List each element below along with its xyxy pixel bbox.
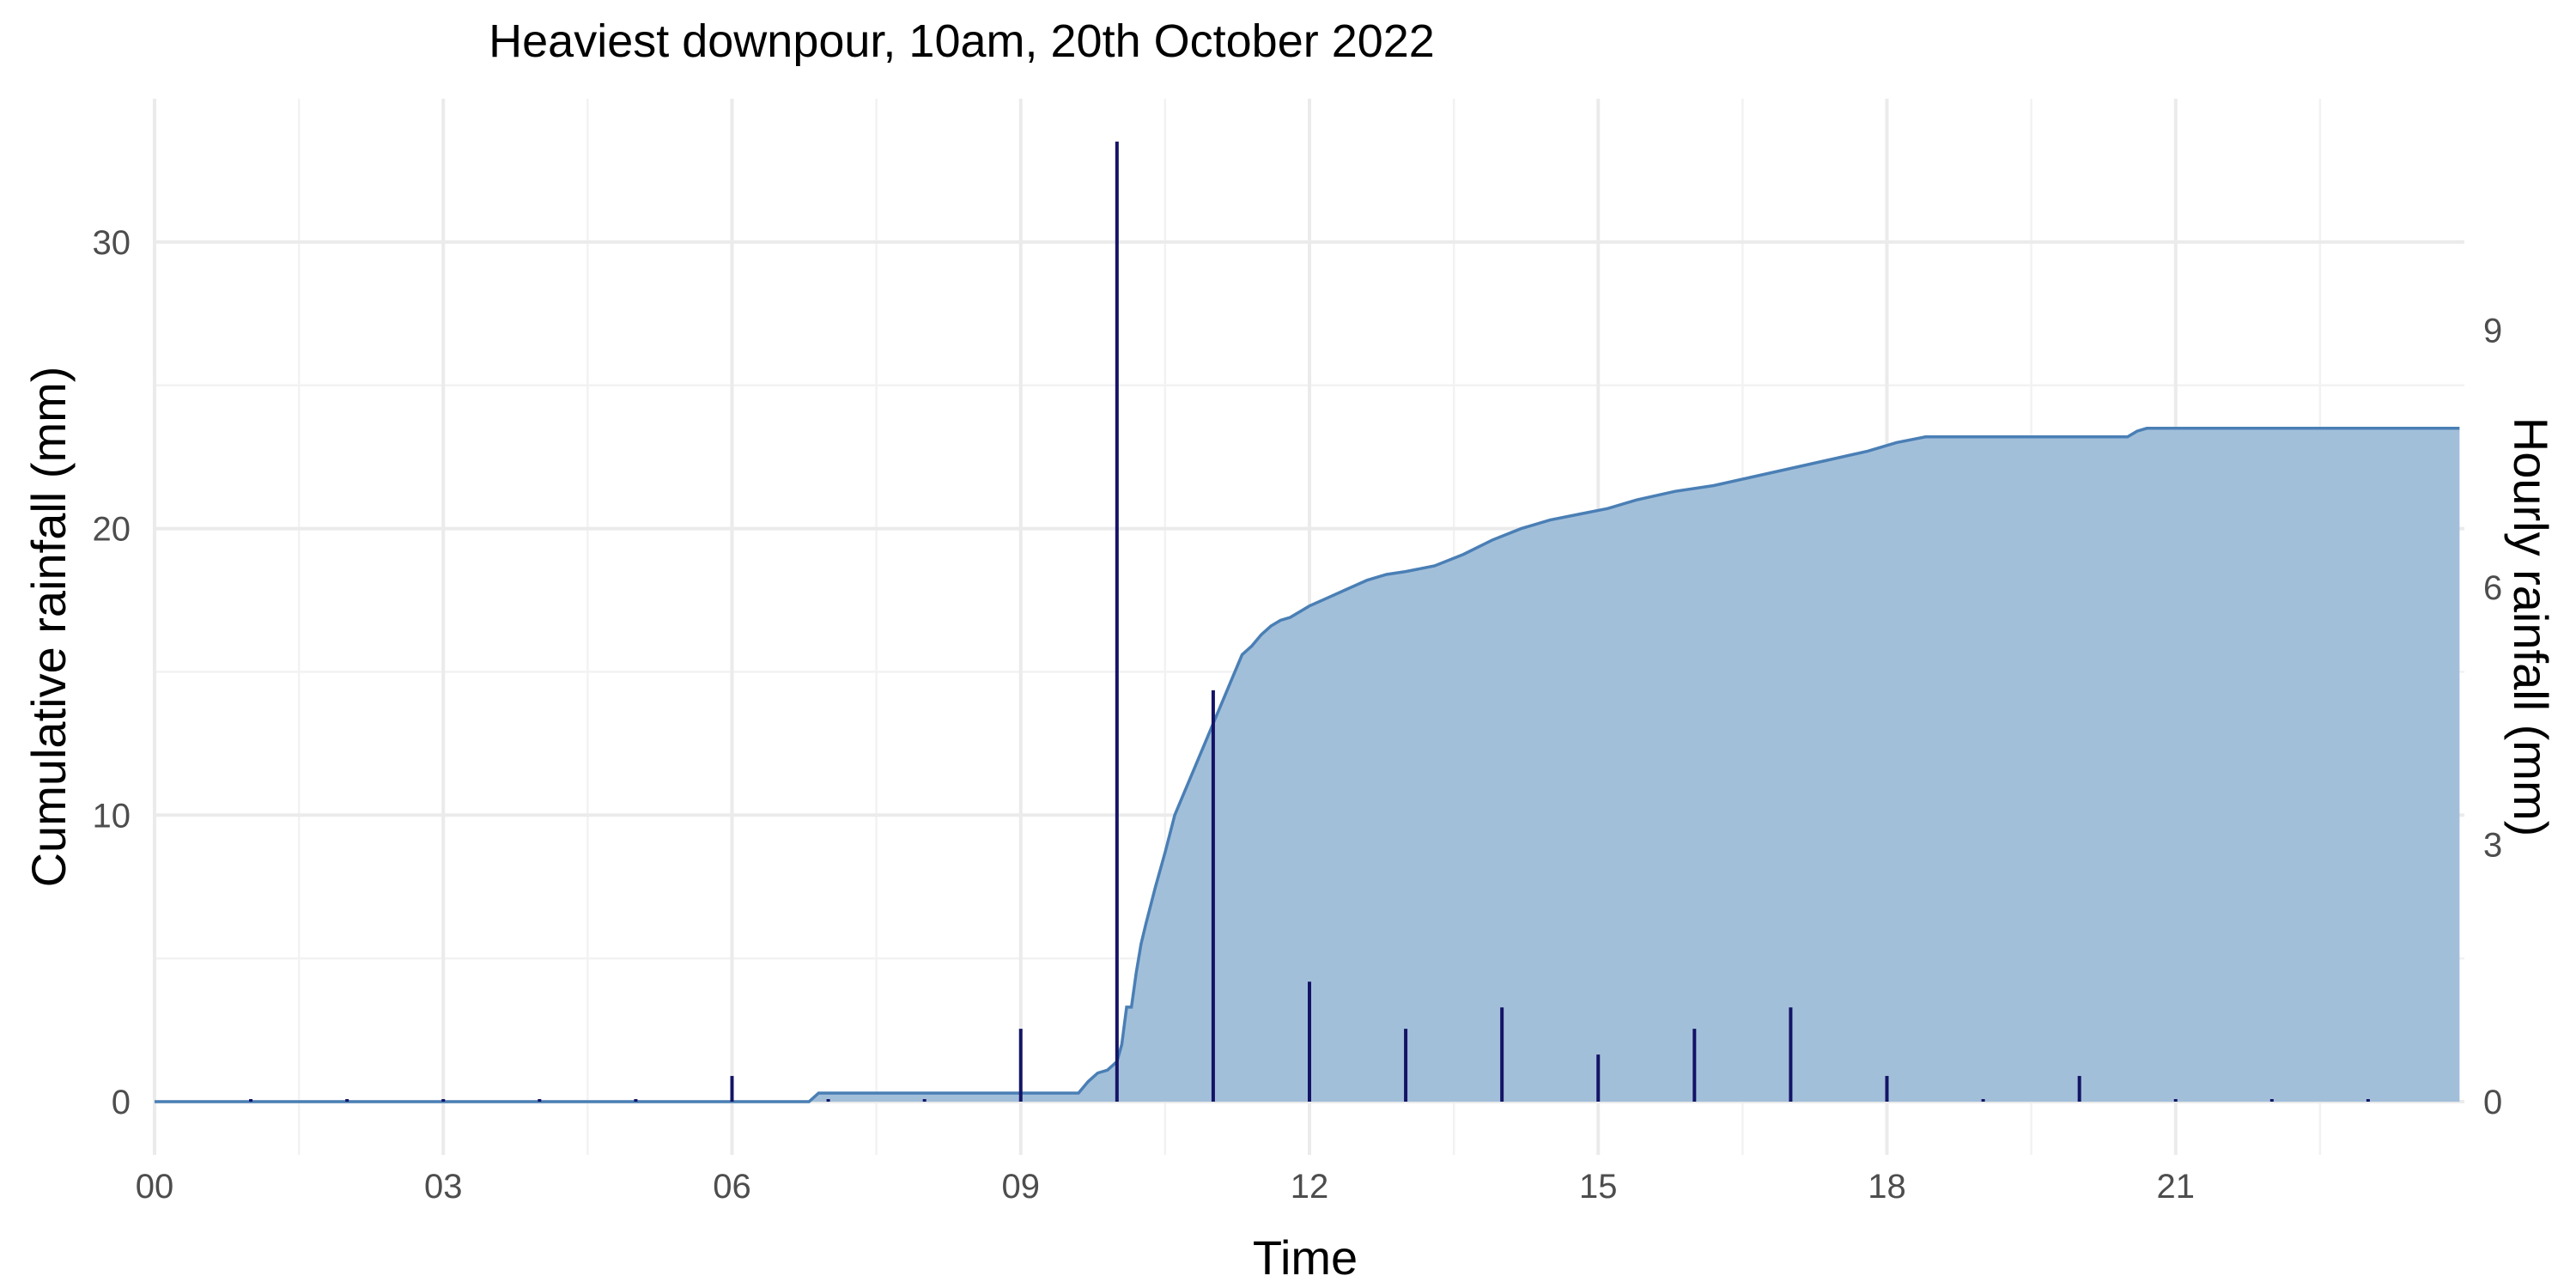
y2-axis-title: Hourly rainfall (mm) — [2504, 417, 2558, 837]
x-tick-label: 12 — [1291, 1168, 1329, 1206]
hourly-bars-layer — [249, 141, 2370, 1102]
y2-tick-label: 0 — [2483, 1084, 2502, 1121]
y-tick-label: 20 — [93, 511, 131, 549]
y2-tick-label: 9 — [2483, 313, 2502, 350]
x-tick-label: 06 — [713, 1168, 751, 1206]
y2-tick-label: 3 — [2483, 827, 2502, 865]
cumulative-area — [155, 428, 2460, 1102]
x-tick-label: 21 — [2157, 1168, 2196, 1206]
y-tick-label: 30 — [93, 224, 131, 262]
x-tick-label: 03 — [424, 1168, 463, 1206]
y-tick-label: 10 — [93, 797, 131, 835]
x-tick-label: 18 — [1868, 1168, 1906, 1206]
chart-title: Heaviest downpour, 10am, 20th October 20… — [489, 15, 1435, 67]
cumulative-line — [155, 427, 2460, 1103]
x-tick-label: 15 — [1579, 1168, 1618, 1206]
y2-tick-label: 6 — [2483, 569, 2502, 607]
x-axis-title: Time — [1253, 1230, 1358, 1285]
cumulative-area-layer — [155, 427, 2460, 1103]
x-tick-label: 00 — [136, 1168, 174, 1206]
y-tick-label: 0 — [112, 1084, 131, 1121]
x-tick-label: 09 — [1002, 1168, 1041, 1206]
y-axis-title: Cumulative rainfall (mm) — [21, 367, 76, 888]
